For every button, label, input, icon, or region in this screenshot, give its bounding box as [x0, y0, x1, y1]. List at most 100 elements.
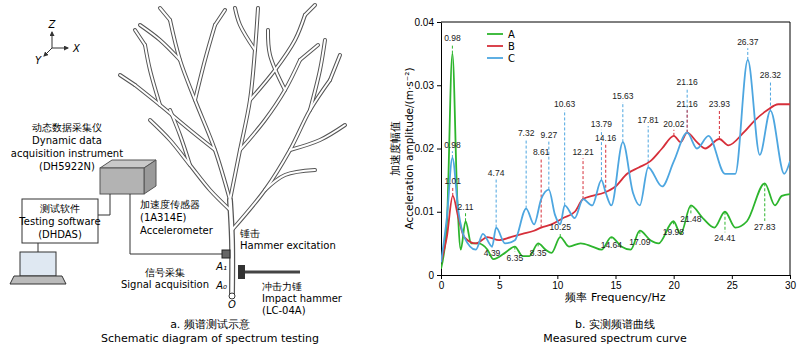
annotation-label: 24.41: [714, 233, 736, 243]
tree-branch-fill: [290, 125, 345, 150]
legend-label: A: [508, 29, 515, 40]
diagram-label: (DHDAS): [38, 229, 82, 240]
tree: [120, 5, 345, 299]
tree-branch-outline: [170, 20, 230, 200]
tree-branch-fill: [230, 200, 232, 294]
caption: b. 实测频谱曲线: [575, 318, 655, 331]
tick-label: 5: [497, 280, 503, 291]
annotation-line: [564, 110, 565, 205]
annotation-line: [605, 144, 606, 193]
tick-label: 0.03: [415, 80, 435, 91]
annotation-label: 20.02: [663, 119, 685, 129]
diagram-label: Hammer excitation: [240, 240, 336, 251]
annotation-line: [719, 110, 720, 139]
diagram-label: 信号采集: [145, 267, 185, 278]
annotation-line: [541, 158, 542, 227]
tree-branch-outline: [235, 8, 255, 50]
diagram-label: 冲击力锤: [262, 281, 302, 292]
equipment: [10, 160, 300, 284]
axis-arrow: [44, 48, 52, 56]
annotation-label: 23.93: [709, 99, 731, 109]
y-axis-title: Acceleration amplitude/(m·s⁻²): [403, 67, 415, 229]
tick-mark: [790, 275, 791, 279]
tick: 0.02: [415, 143, 441, 154]
tick: 15: [610, 275, 622, 291]
legend-swatch: [487, 33, 503, 35]
tick-label: 0: [439, 280, 445, 291]
annotation-line: [452, 187, 453, 196]
annotation-line: [452, 151, 453, 158]
tree-branch-fill: [250, 15, 305, 100]
tick-label: 10: [552, 280, 564, 291]
plot-area: [441, 44, 790, 269]
annotation-label: 12.21: [572, 147, 594, 157]
tick-mark: [441, 275, 442, 279]
point-label: A₀: [215, 280, 227, 291]
axis-icon-label: Y: [35, 55, 42, 66]
laptop-screen: [20, 252, 56, 276]
tree-branch-fill: [120, 75, 135, 85]
axis-icon-label: X: [72, 43, 81, 54]
tick: 0.04: [415, 17, 441, 28]
tree-branch-fill: [170, 20, 230, 200]
annotation-line: [724, 212, 725, 233]
axis-icon-label: Z: [48, 19, 57, 30]
tree-branch-fill: [195, 25, 215, 100]
tick: 20: [669, 275, 681, 291]
legend-swatch: [487, 45, 503, 47]
legend-label: C: [508, 53, 515, 64]
diagram-label: 动态数据采集仪: [32, 122, 102, 133]
tick-label: 0.04: [415, 17, 435, 28]
annotation-line: [770, 81, 771, 110]
annotation-line: [452, 44, 453, 54]
tree-branch-outline: [120, 75, 135, 85]
point-label: A₁: [215, 261, 227, 272]
annotation-line: [687, 88, 688, 133]
diagram-label: 测试软件: [40, 203, 80, 214]
point-label: O: [228, 299, 236, 310]
tick-mark: [437, 275, 441, 276]
annotation-line: [747, 48, 748, 60]
legend: ABC: [487, 29, 515, 64]
tick-label: 25: [727, 280, 739, 291]
y-axis-title: 加速度幅值: [389, 121, 401, 176]
annotation-label: 4.39: [484, 248, 501, 258]
annotation-label: 28.32: [760, 70, 782, 80]
wire: [38, 243, 39, 252]
caption: Schematic diagram of spectrum testing: [101, 332, 319, 345]
legend-swatch: [487, 57, 503, 59]
diagram-label: Impact hammer: [262, 293, 343, 304]
annotation-label: 0.98: [444, 33, 461, 43]
y-axis: 0 0.01 0.02 0.03 0.04: [415, 17, 442, 281]
tick-label: 0.01: [415, 206, 435, 217]
tree-branch-fill: [265, 170, 315, 190]
tick-label: 20: [669, 280, 681, 291]
axis-arrow: [52, 32, 53, 48]
annotation-label: 1.01: [444, 176, 461, 186]
x-axis: 051015202530: [439, 275, 797, 291]
chart-panel: 05101520253000.010.020.030.04频率 Frequenc…: [389, 17, 796, 345]
annotation-label: 17.81: [638, 115, 660, 125]
tree-branch-fill: [330, 55, 340, 80]
tick-mark: [437, 149, 441, 150]
tick-mark: [616, 275, 617, 279]
tick: 0: [439, 275, 445, 291]
tick-label: 0.02: [415, 143, 435, 154]
tick-label: 0: [428, 270, 434, 281]
tree-branch-fill: [300, 45, 318, 60]
tree-branch-fill: [145, 45, 160, 105]
tree-branch-outline: [195, 25, 215, 100]
annotation-label: 21.16: [677, 77, 699, 87]
annotation-line: [764, 183, 765, 221]
tick-label: 15: [610, 280, 622, 291]
hammer-head: [238, 265, 245, 279]
diagram-label: Dynamic data: [32, 135, 102, 146]
diagram-label: acquisition instrument: [11, 148, 123, 159]
tick-mark: [674, 275, 675, 279]
caption: a. 频谱测试示意: [170, 318, 250, 331]
tick: 0: [428, 270, 441, 281]
tree-branch-fill: [305, 5, 315, 15]
tree-branch-fill: [240, 60, 300, 150]
accelerometer: [222, 250, 230, 258]
diagram-label: 加速度传感器: [140, 199, 200, 210]
